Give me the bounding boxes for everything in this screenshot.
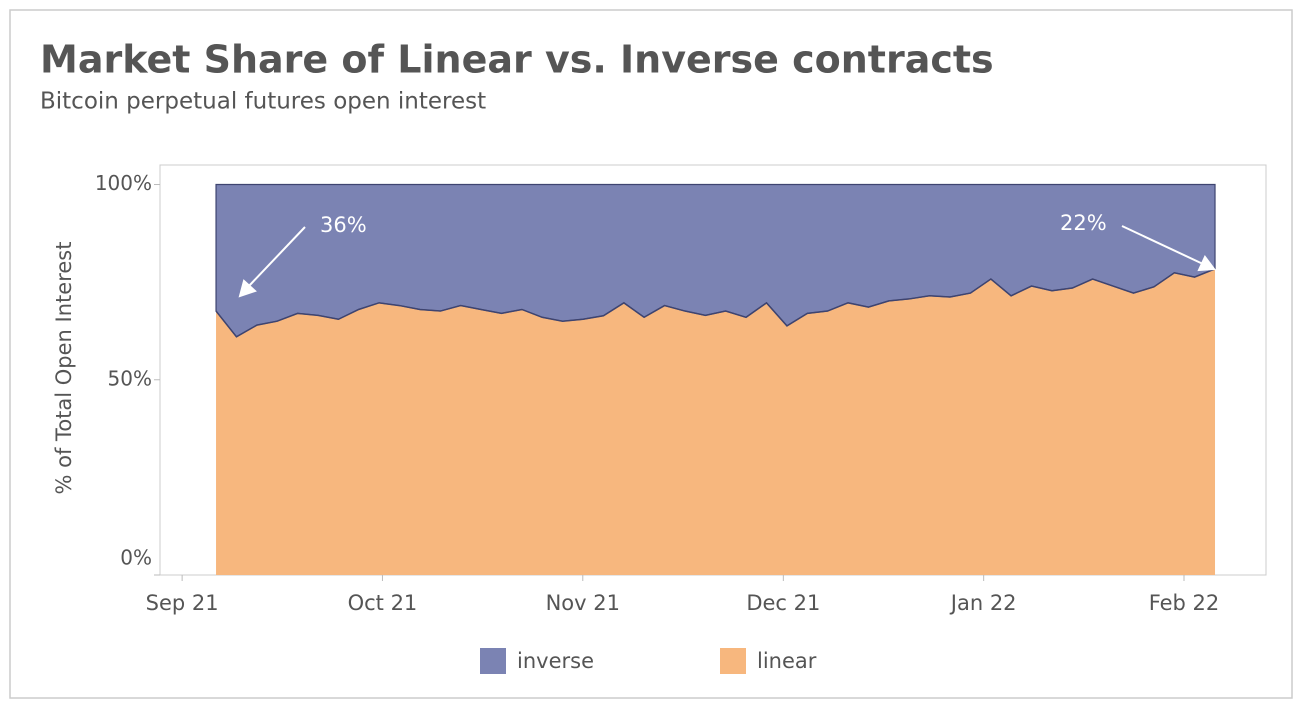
annotation-arrows — [238, 225, 1216, 298]
legend-label: linear — [757, 649, 817, 673]
legend-swatch — [480, 648, 506, 674]
y-axis-title: % of Total Open Interest — [52, 242, 76, 495]
area — [216, 268, 1216, 575]
chart-subtitle: Bitcoin perpetual futures open interest — [40, 89, 486, 115]
x-tick-label: Nov 21 — [546, 591, 620, 615]
chart-title: Market Share of Linear vs. Inverse contr… — [40, 38, 994, 82]
annotation: 36% — [320, 213, 367, 237]
x-tick-label: Dec 21 — [746, 591, 820, 615]
y-tick-label: 100% — [95, 171, 152, 195]
y-tick-label: 0% — [120, 546, 152, 570]
arrow-head — [1197, 255, 1216, 272]
x-tick-label: Feb 22 — [1149, 591, 1220, 615]
x-tick-label: Oct 21 — [348, 591, 418, 615]
arrow-head — [238, 279, 257, 298]
x-tick-label: Sep 21 — [146, 591, 219, 615]
legend-label: inverse — [517, 649, 594, 673]
boundary-line — [215, 268, 1216, 338]
arrow-line — [247, 226, 306, 288]
x-tick-label: Jan 22 — [949, 591, 1017, 615]
legend-swatch — [720, 648, 746, 674]
y-tick-label: 50% — [108, 366, 152, 390]
plot — [159, 164, 1267, 576]
annotation: 22% — [1060, 211, 1107, 235]
arrow-line — [1121, 225, 1204, 265]
